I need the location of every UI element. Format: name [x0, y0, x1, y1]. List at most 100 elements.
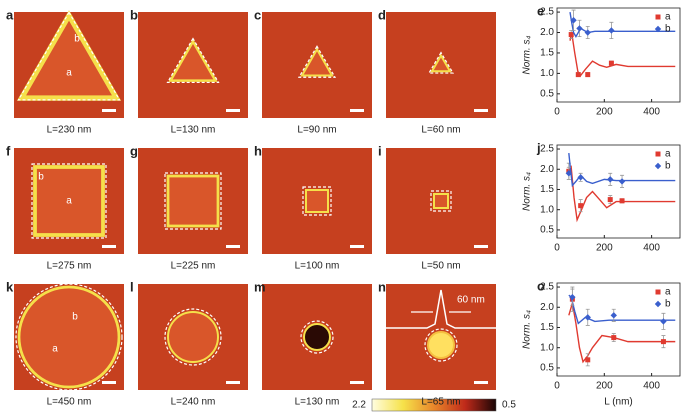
outline — [424, 328, 458, 362]
panel-letter: i — [378, 143, 382, 158]
panel-letter: h — [254, 143, 262, 158]
shape — [300, 47, 334, 77]
point — [584, 29, 591, 36]
legend-marker — [654, 162, 662, 170]
panel-caption: L=65 nm — [421, 397, 460, 408]
colorbar-max: 2.2 — [352, 400, 366, 411]
fit-curve — [568, 303, 676, 364]
outline — [164, 308, 222, 366]
shape — [303, 323, 331, 351]
panel-caption: L=275 nm — [47, 261, 92, 272]
point — [585, 72, 591, 78]
y-tick-label: 0.5 — [540, 88, 554, 99]
legend-label: b — [665, 161, 671, 172]
point — [660, 339, 666, 345]
panel-caption: L=130 nm — [171, 125, 216, 136]
point — [584, 314, 591, 321]
legend-marker — [655, 151, 661, 157]
outline — [300, 320, 334, 354]
legend-label: b — [665, 299, 671, 310]
panel-letter: n — [378, 279, 386, 294]
point — [611, 335, 617, 341]
panel-letter: c — [254, 7, 261, 22]
line-profile — [386, 289, 496, 329]
legend-marker — [654, 25, 662, 33]
point — [607, 176, 614, 183]
shape — [33, 165, 105, 237]
scale-bar — [226, 109, 240, 112]
point — [576, 25, 583, 32]
panel-letter: m — [254, 279, 266, 294]
y-tick-label: 1.5 — [540, 184, 554, 195]
point — [569, 293, 576, 301]
point — [577, 174, 584, 181]
shape — [16, 10, 122, 101]
scale-bar — [102, 245, 116, 248]
scale-bar — [226, 381, 240, 384]
y-tick-label: 2.0 — [540, 27, 554, 38]
legend-label: a — [665, 149, 671, 160]
scale-bar — [102, 381, 116, 384]
fit-curve — [569, 32, 676, 77]
x-tick-label: 200 — [596, 381, 613, 392]
scale-bar — [102, 109, 116, 112]
plot-frame — [556, 144, 681, 239]
shape — [168, 39, 218, 82]
shape — [430, 53, 452, 73]
panel-letter: b — [130, 7, 138, 22]
y-tick-label: 1.5 — [540, 322, 554, 333]
x-tick-label: 200 — [596, 243, 613, 254]
panel-caption: L=230 nm — [47, 125, 92, 136]
spot-label: b — [72, 312, 78, 323]
shape — [427, 331, 455, 359]
y-tick-label: 2.5 — [540, 282, 554, 293]
panel-letter: d — [378, 7, 386, 22]
point — [607, 197, 613, 203]
spot-label: b — [38, 172, 44, 183]
outline — [430, 190, 452, 212]
point — [610, 312, 617, 319]
panel-letter: l — [130, 279, 134, 294]
annotation: 60 nm — [457, 295, 485, 306]
plot-frame — [556, 7, 681, 103]
point — [578, 203, 584, 209]
outline — [297, 45, 337, 78]
outline — [17, 11, 121, 101]
x-tick-label: 400 — [643, 381, 660, 392]
outline — [31, 163, 107, 239]
spot-label: b — [74, 34, 80, 45]
panel-letter: a — [6, 7, 14, 22]
y-axis-label: Norm. s₄ — [522, 172, 533, 211]
outline — [164, 172, 222, 230]
panel-caption: L=60 nm — [421, 125, 460, 136]
colorbar-min: 0.5 — [502, 400, 516, 411]
panel-caption: L=240 nm — [171, 397, 216, 408]
shape — [167, 311, 219, 363]
legend-label: a — [665, 12, 671, 23]
panel-caption: L=90 nm — [297, 125, 336, 136]
y-tick-label: 0.5 — [540, 363, 554, 374]
panel-caption: L=450 nm — [47, 397, 92, 408]
point — [568, 32, 574, 38]
point — [608, 60, 614, 66]
shape — [305, 189, 329, 213]
scale-bar — [474, 381, 488, 384]
x-tick-label: 0 — [554, 107, 560, 118]
outline — [166, 37, 220, 84]
y-tick-label: 0.5 — [540, 225, 554, 236]
y-tick-label: 2.0 — [540, 302, 554, 313]
x-tick-label: 0 — [554, 381, 560, 392]
panel-letter: k — [6, 279, 14, 294]
outline — [15, 283, 123, 391]
panel-letter: j — [536, 140, 541, 155]
point — [619, 198, 625, 204]
fit-curve — [568, 165, 676, 223]
point — [618, 178, 626, 185]
colorbar — [371, 398, 497, 412]
legend-marker — [655, 289, 661, 295]
y-tick-label: 2.5 — [540, 7, 554, 18]
panel-caption: L=225 nm — [171, 261, 216, 272]
point — [585, 357, 591, 363]
outline — [302, 186, 332, 216]
